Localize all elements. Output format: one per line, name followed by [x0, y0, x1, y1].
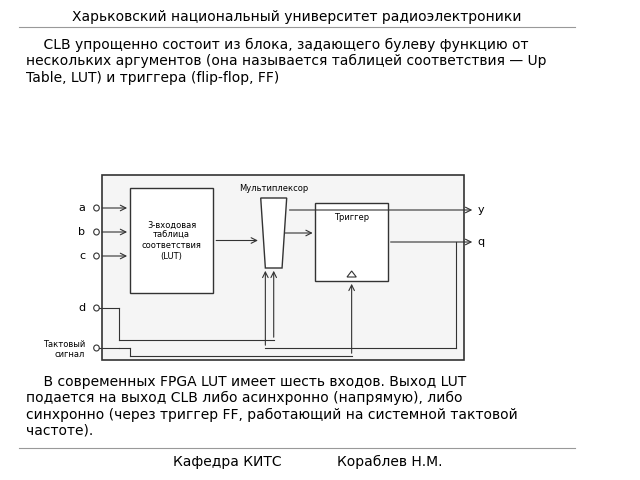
Polygon shape — [260, 198, 287, 268]
Text: a: a — [79, 203, 85, 213]
Text: c: c — [79, 251, 85, 261]
Text: y: y — [478, 205, 484, 215]
Text: В современных FPGA LUT имеет шесть входов. Выход LUT
подается на выход CLB либо : В современных FPGA LUT имеет шесть входо… — [26, 375, 518, 438]
Text: Тактовый
сигнал: Тактовый сигнал — [43, 340, 85, 360]
Text: Харьковский национальный университет радиоэлектроники: Харьковский национальный университет рад… — [72, 10, 522, 24]
Circle shape — [93, 205, 99, 211]
Text: Триггер: Триггер — [334, 213, 369, 222]
Circle shape — [93, 305, 99, 311]
Bar — [102, 175, 464, 360]
Circle shape — [93, 345, 99, 351]
Text: CLB упрощенно состоит из блока, задающего булеву функцию от
нескольких аргументо: CLB упрощенно состоит из блока, задающег… — [26, 38, 547, 84]
Text: d: d — [78, 303, 85, 313]
Text: Кафедра КИТС: Кафедра КИТС — [173, 455, 282, 469]
Circle shape — [93, 253, 99, 259]
Bar — [316, 203, 388, 281]
Polygon shape — [347, 271, 356, 277]
Bar — [130, 188, 213, 293]
Text: q: q — [478, 237, 485, 247]
Text: Мультиплексор: Мультиплексор — [239, 184, 308, 193]
Circle shape — [93, 229, 99, 235]
Text: b: b — [78, 227, 85, 237]
Text: 3-входовая
таблица
соответствия
(LUT): 3-входовая таблица соответствия (LUT) — [141, 220, 202, 261]
Text: Кораблев Н.М.: Кораблев Н.М. — [337, 455, 442, 469]
